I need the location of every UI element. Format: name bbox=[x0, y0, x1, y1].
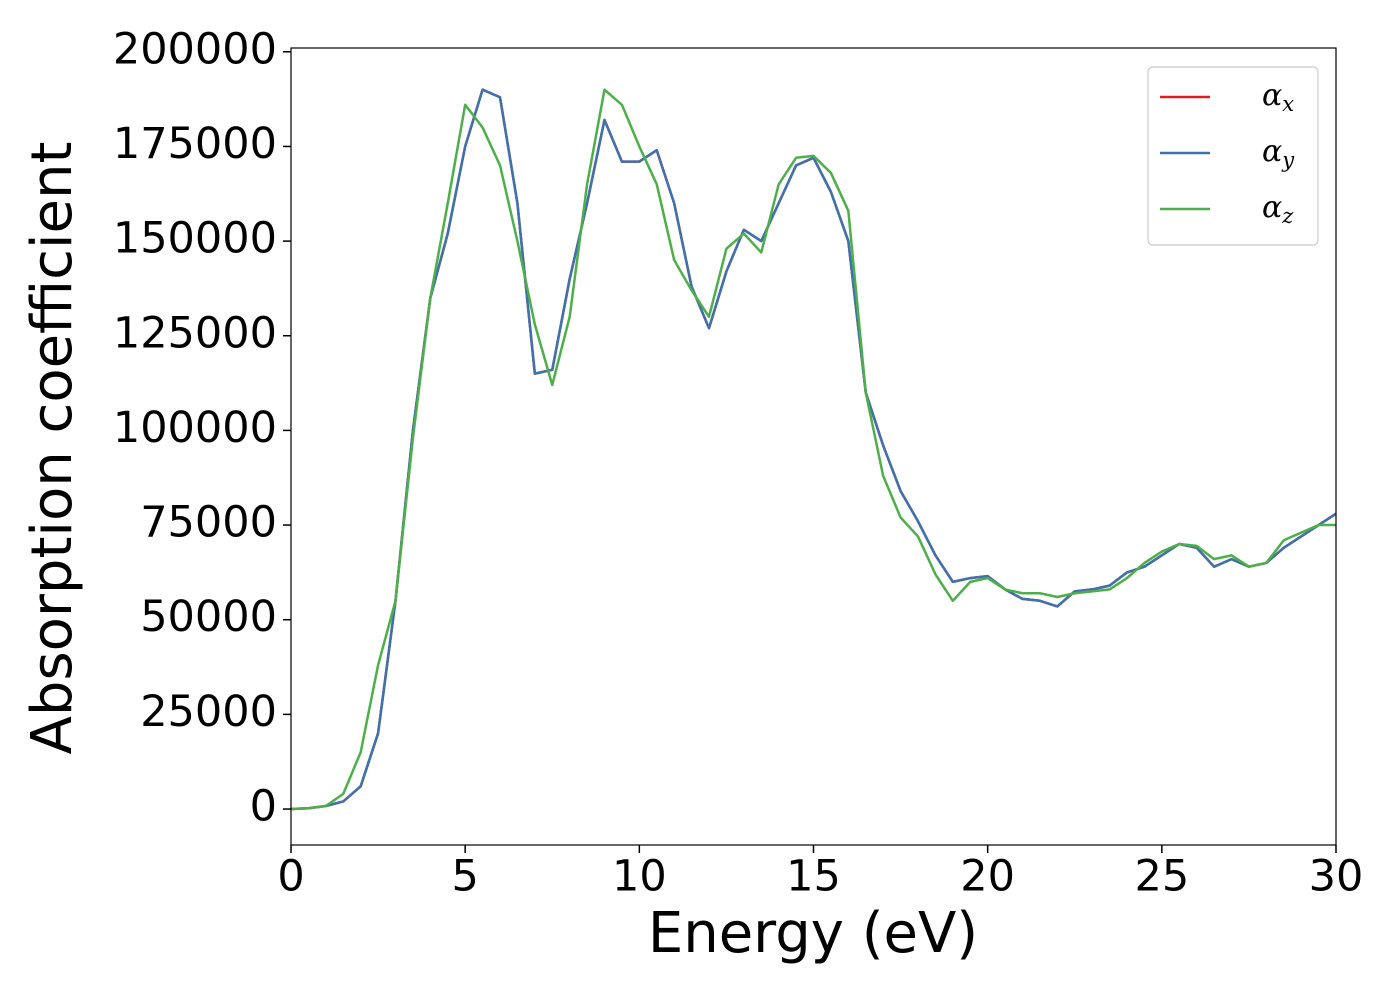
y-tick-label: 0 bbox=[250, 782, 277, 832]
legend-box bbox=[1147, 66, 1319, 246]
y-tick-label: 125000 bbox=[113, 308, 277, 358]
data-line bbox=[290, 88, 1337, 811]
y-axis-label: Absorption coefficient bbox=[20, 142, 85, 755]
x-tick-label: 15 bbox=[786, 852, 841, 902]
legend-label: αz bbox=[1262, 190, 1294, 228]
y-tick-label: 175000 bbox=[113, 119, 277, 169]
x-tick-label: 30 bbox=[1309, 852, 1364, 902]
x-tick-label: 5 bbox=[451, 852, 478, 902]
data-line bbox=[290, 88, 1336, 811]
x-tick-label: 0 bbox=[277, 852, 304, 902]
y-tick-label: 25000 bbox=[140, 687, 277, 737]
y-tick-label: 75000 bbox=[140, 498, 277, 548]
x-tick-label: 20 bbox=[960, 852, 1015, 902]
y-tick-label: 200000 bbox=[113, 24, 277, 74]
y-tick-label: 100000 bbox=[113, 403, 277, 453]
plot-frame bbox=[290, 47, 1337, 846]
x-tick-label: 10 bbox=[612, 852, 667, 902]
legend-label: αy bbox=[1262, 134, 1295, 172]
x-axis-label: Energy (eV) bbox=[648, 901, 978, 966]
y-tick-label: 150000 bbox=[113, 214, 277, 264]
y-tick-label: 50000 bbox=[140, 592, 277, 642]
legend-label: αx bbox=[1262, 78, 1294, 116]
x-tick-label: 25 bbox=[1134, 852, 1189, 902]
